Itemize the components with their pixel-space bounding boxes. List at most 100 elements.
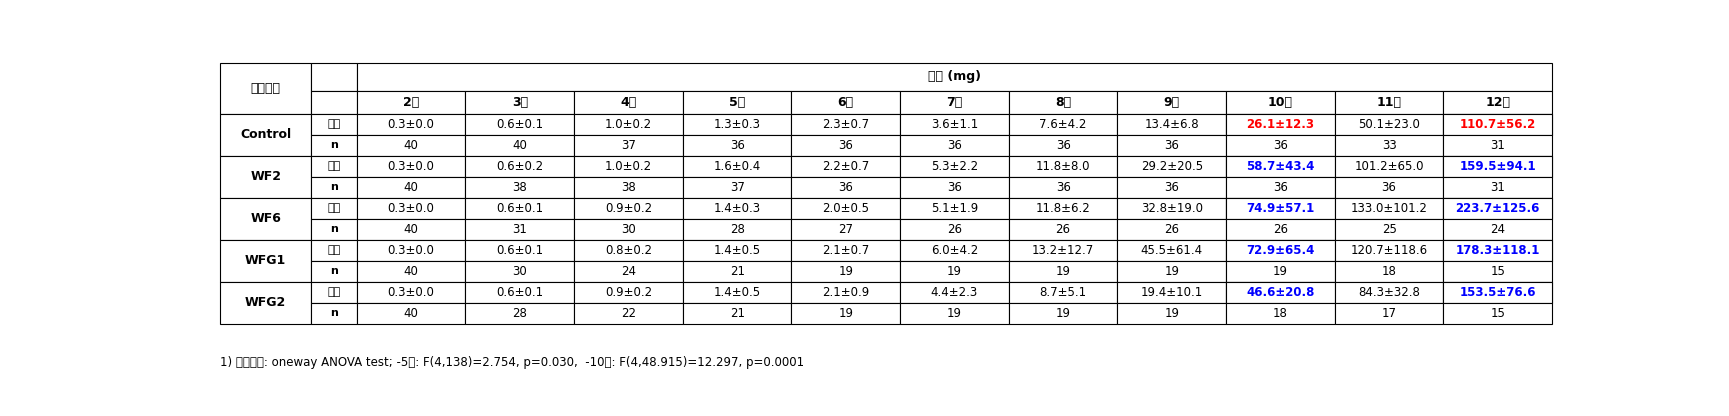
Bar [574, 156, 683, 177]
Text: 45.5±61.4: 45.5±61.4 [1141, 244, 1203, 257]
Bar [792, 91, 901, 114]
Bar [574, 177, 683, 198]
Text: WF6: WF6 [251, 213, 282, 225]
Bar [465, 240, 574, 261]
Bar [574, 219, 683, 240]
Bar [574, 303, 683, 324]
Text: 26: 26 [1056, 223, 1070, 236]
Bar [1226, 198, 1335, 219]
Bar [683, 303, 792, 324]
Bar [311, 261, 356, 282]
Bar [1226, 219, 1335, 240]
Bar [1226, 261, 1335, 282]
Text: 36: 36 [730, 139, 745, 152]
Bar [683, 282, 792, 303]
Bar [220, 282, 311, 324]
Text: 50.1±23.0: 50.1±23.0 [1359, 118, 1420, 131]
Text: 11.8±8.0: 11.8±8.0 [1036, 160, 1091, 173]
Bar [1444, 240, 1553, 261]
Bar [311, 303, 356, 324]
Text: 19: 19 [839, 307, 854, 320]
Bar [574, 114, 683, 135]
Text: 6.0±4.2: 6.0±4.2 [930, 244, 979, 257]
Text: 30: 30 [512, 265, 527, 278]
Bar [1117, 91, 1226, 114]
Bar [901, 177, 1008, 198]
Bar [901, 156, 1008, 177]
Text: 19: 19 [947, 307, 961, 320]
Text: 31: 31 [512, 223, 527, 236]
Text: 101.2±65.0: 101.2±65.0 [1354, 160, 1425, 173]
Bar [683, 219, 792, 240]
Bar [1117, 177, 1226, 198]
Text: WF2: WF2 [251, 171, 282, 183]
Text: 0.3±0.0: 0.3±0.0 [387, 118, 434, 131]
Text: 1) 통계분석: oneway ANOVA test; -5령: F(4,138)=2.754, p=0.030,  -10령: F(4,48.915)=12.: 1) 통계분석: oneway ANOVA test; -5령: F(4,138… [220, 356, 804, 369]
Text: 36: 36 [1164, 139, 1179, 152]
Text: Control: Control [240, 129, 290, 141]
Text: 36: 36 [1056, 181, 1070, 194]
Bar [1444, 261, 1553, 282]
Bar [1226, 198, 1335, 219]
Text: 36: 36 [1381, 181, 1397, 194]
Bar [356, 156, 465, 177]
Text: 32.8±19.0: 32.8±19.0 [1141, 202, 1203, 215]
Text: 38: 38 [621, 181, 636, 194]
Bar [1444, 156, 1553, 177]
Bar [1008, 177, 1117, 198]
Bar [1335, 177, 1444, 198]
Text: n: n [330, 308, 337, 318]
Bar [901, 135, 1008, 156]
Bar [1444, 282, 1553, 303]
Text: 110.7±56.2: 110.7±56.2 [1459, 118, 1535, 131]
Bar [311, 156, 356, 177]
Bar [311, 240, 356, 261]
Bar [1335, 282, 1444, 303]
Text: 2.2±0.7: 2.2±0.7 [823, 160, 870, 173]
Bar [356, 219, 465, 240]
Bar [311, 282, 356, 303]
Bar [220, 156, 311, 198]
Text: n: n [330, 141, 337, 151]
Bar [465, 282, 574, 303]
Text: 27: 27 [839, 223, 854, 236]
Bar [901, 303, 1008, 324]
Text: 5령: 5령 [730, 96, 745, 109]
Text: 1.6±0.4: 1.6±0.4 [714, 160, 761, 173]
Text: 36: 36 [1056, 139, 1070, 152]
Text: 37: 37 [621, 139, 636, 152]
Bar [1335, 261, 1444, 282]
Text: 평균: 평균 [327, 203, 341, 213]
Bar [1335, 240, 1444, 261]
Text: n: n [330, 224, 337, 234]
Bar [792, 261, 901, 282]
Text: 24: 24 [621, 265, 636, 278]
Bar [1226, 177, 1335, 198]
Bar [465, 156, 574, 177]
Text: 28: 28 [512, 307, 527, 320]
Bar [1444, 198, 1553, 219]
Text: 33: 33 [1381, 139, 1397, 152]
Bar [311, 114, 356, 135]
Bar [683, 91, 792, 114]
Bar [1335, 114, 1444, 135]
Text: 5.3±2.2: 5.3±2.2 [930, 160, 979, 173]
Text: 11령: 11령 [1376, 96, 1402, 109]
Bar [574, 261, 683, 282]
Bar [1226, 156, 1335, 177]
Text: 0.9±0.2: 0.9±0.2 [605, 202, 652, 215]
Text: 2령: 2령 [403, 96, 418, 109]
Bar [465, 219, 574, 240]
Bar [1444, 114, 1553, 135]
Text: 58.7±43.4: 58.7±43.4 [1247, 160, 1314, 173]
Bar [1335, 135, 1444, 156]
Text: 120.7±118.6: 120.7±118.6 [1350, 244, 1428, 257]
Text: 평균: 평균 [327, 161, 341, 171]
Text: 0.3±0.0: 0.3±0.0 [387, 244, 434, 257]
Text: 15: 15 [1490, 307, 1506, 320]
Text: 178.3±118.1: 178.3±118.1 [1456, 244, 1541, 257]
Text: 체중 (mg): 체중 (mg) [928, 70, 980, 83]
Text: 26.1±12.3: 26.1±12.3 [1247, 118, 1314, 131]
Text: 26: 26 [1273, 223, 1288, 236]
Text: 133.0±101.2: 133.0±101.2 [1350, 202, 1428, 215]
